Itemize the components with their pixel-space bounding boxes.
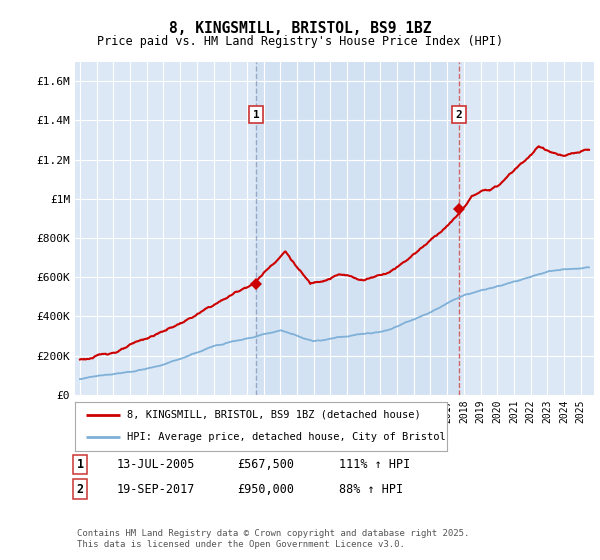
Text: Contains HM Land Registry data © Crown copyright and database right 2025.
This d: Contains HM Land Registry data © Crown c…	[77, 529, 469, 549]
Text: 2: 2	[456, 110, 463, 119]
Text: 13-JUL-2005: 13-JUL-2005	[117, 458, 196, 471]
Bar	[256, 62, 459, 395]
Text: 111% ↑ HPI: 111% ↑ HPI	[339, 458, 410, 471]
Text: HPI: Average price, detached house, City of Bristol: HPI: Average price, detached house, City…	[127, 432, 446, 442]
Text: 1: 1	[77, 458, 84, 471]
Text: 2: 2	[77, 483, 84, 496]
Text: 88% ↑ HPI: 88% ↑ HPI	[339, 483, 403, 496]
Text: Price paid vs. HM Land Registry's House Price Index (HPI): Price paid vs. HM Land Registry's House …	[97, 35, 503, 48]
Text: 1: 1	[253, 110, 259, 119]
Text: £567,500: £567,500	[237, 458, 294, 471]
Text: £950,000: £950,000	[237, 483, 294, 496]
Text: 8, KINGSMILL, BRISTOL, BS9 1BZ (detached house): 8, KINGSMILL, BRISTOL, BS9 1BZ (detached…	[127, 410, 421, 420]
Text: 19-SEP-2017: 19-SEP-2017	[117, 483, 196, 496]
Text: 8, KINGSMILL, BRISTOL, BS9 1BZ: 8, KINGSMILL, BRISTOL, BS9 1BZ	[169, 21, 431, 36]
